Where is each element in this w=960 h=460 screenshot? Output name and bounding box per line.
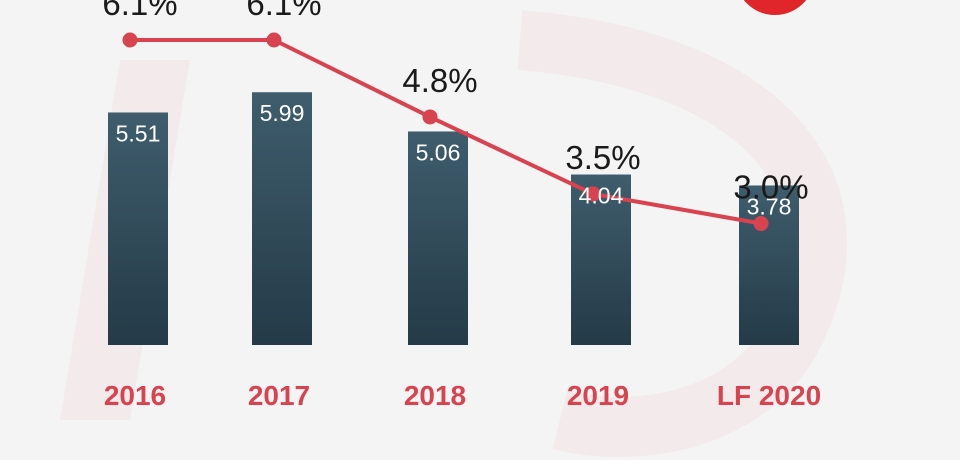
- line-value-label: 3.0%: [733, 169, 808, 206]
- line-point: [122, 32, 138, 48]
- bars-layer: [108, 92, 799, 345]
- bar-value-label: 5.06: [416, 139, 461, 165]
- line-point: [585, 186, 601, 202]
- bar-2018: [408, 131, 468, 345]
- brand-logo-partial: [743, 0, 807, 15]
- bar-value-label: 5.51: [116, 120, 161, 146]
- bar-2017: [252, 92, 312, 345]
- line-value-label: 3.5%: [565, 139, 640, 176]
- line-point: [422, 109, 438, 125]
- x-tick-label: 2019: [567, 380, 629, 411]
- bar-value-label: 4.04: [579, 183, 624, 209]
- x-tick-label: 2016: [104, 380, 166, 411]
- line-value-label: 6.1%: [246, 0, 321, 22]
- bar-lf-2020: [739, 185, 799, 345]
- x-tick-label: 2018: [404, 380, 466, 411]
- bar-value-label: 3.78: [747, 193, 792, 219]
- line-layer: [122, 32, 769, 232]
- x-tick-label: 2017: [248, 380, 310, 411]
- line-point: [753, 216, 769, 232]
- bar-2016: [108, 112, 168, 345]
- line-value-label: 4.8%: [402, 62, 477, 99]
- line-value-label: 6.1%: [102, 0, 177, 22]
- bar-2019: [571, 174, 631, 345]
- line-point: [266, 32, 282, 48]
- bar-value-label: 5.99: [260, 100, 305, 126]
- x-tick-label: LF 2020: [717, 380, 821, 411]
- labels-layer: 5.51 5.99 5.06 4.04 3.78 6.1% 6.1% 4.8% 3.5% 3.0%…: [102, 0, 821, 411]
